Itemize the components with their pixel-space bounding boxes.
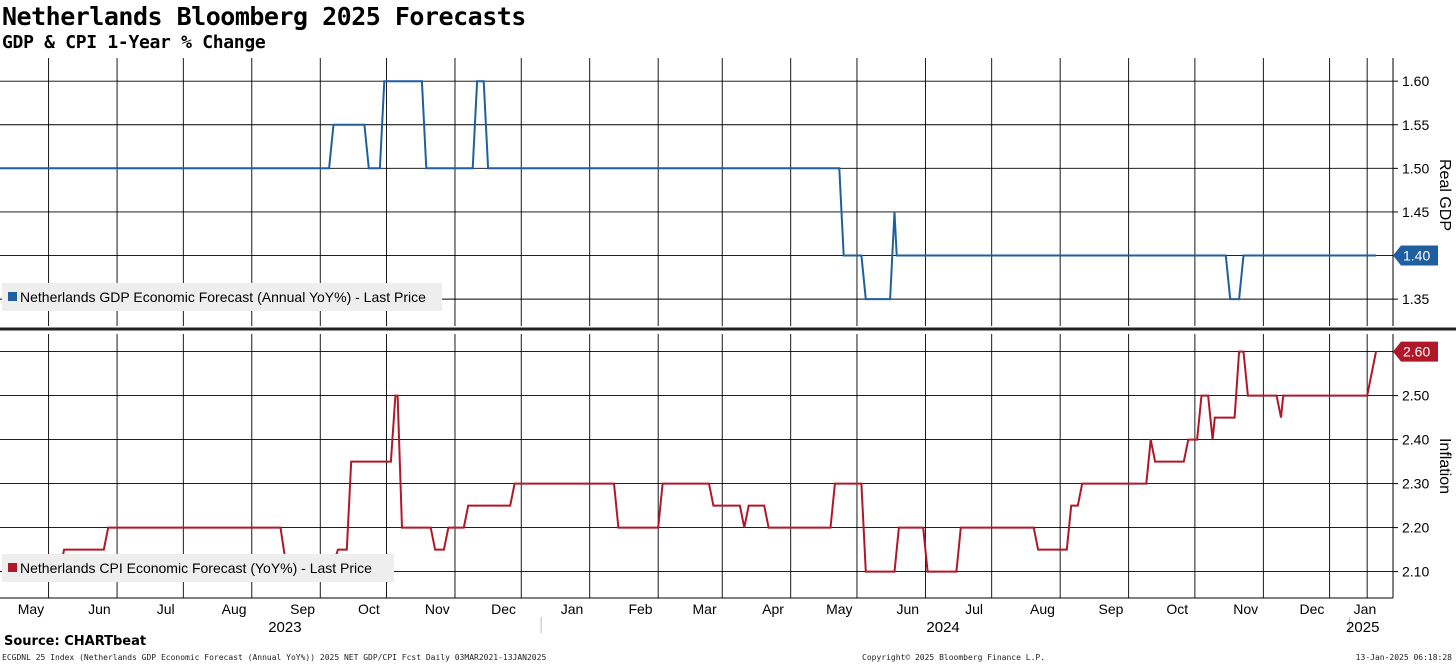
x-tick-label: Aug: [222, 601, 247, 617]
legend-box: [2, 283, 442, 311]
x-tick-label: Mar: [693, 601, 717, 617]
x-year-label: 2024: [926, 619, 959, 636]
x-tick-label: Jan: [561, 601, 584, 617]
x-tick-label: Jun: [896, 601, 919, 617]
x-tick-label: Feb: [628, 601, 652, 617]
x-tick-label: May: [18, 601, 44, 617]
y-tick-label: 2.50: [1402, 388, 1429, 404]
legend-swatch: [8, 563, 17, 572]
legend-box: [2, 554, 394, 582]
footer-copyright: Copyright© 2025 Bloomberg Finance L.P.: [862, 653, 1046, 662]
x-tick-label: Nov: [425, 601, 450, 617]
x-tick-label: Jan: [1354, 601, 1377, 617]
x-tick-label: Jul: [965, 601, 983, 617]
legend-label: Netherlands CPI Economic Forecast (YoY%)…: [20, 560, 372, 576]
y-axis-title: Real GDP: [1436, 159, 1453, 231]
chart-subtitle: GDP & CPI 1-Year % Change: [2, 32, 266, 53]
x-year-label: 2025: [1346, 619, 1379, 636]
y-axis-title: Inflation: [1436, 438, 1453, 494]
series-line: [0, 80, 1376, 301]
x-tick-label: Oct: [1166, 601, 1188, 617]
last-value-label: 1.40: [1403, 248, 1430, 264]
x-tick-label: Nov: [1233, 601, 1258, 617]
x-tick-label: Dec: [491, 601, 516, 617]
x-tick-label: Jul: [157, 601, 175, 617]
x-tick-label: Aug: [1030, 601, 1055, 617]
footer-index-info: ECGDNL 25 Index (Netherlands GDP Economi…: [2, 653, 547, 662]
y-tick-label: 1.35: [1402, 291, 1429, 307]
y-tick-label: 1.45: [1402, 204, 1429, 220]
y-tick-label: 1.60: [1402, 73, 1429, 89]
legend-label: Netherlands GDP Economic Forecast (Annua…: [20, 289, 426, 305]
y-tick-label: 2.40: [1402, 432, 1429, 448]
last-value-tag: [1393, 245, 1438, 266]
x-tick-label: Sep: [290, 601, 315, 617]
x-tick-label: Jun: [88, 601, 111, 617]
y-tick-label: 1.55: [1402, 117, 1429, 133]
y-tick-label: 2.20: [1402, 520, 1429, 536]
last-value-tag: [1393, 341, 1438, 362]
x-tick-label: Oct: [358, 601, 380, 617]
footer-timestamp: 13-Jan-2025 06:18:28: [1355, 653, 1452, 662]
y-tick-label: 1.50: [1402, 160, 1429, 176]
x-tick-label: Sep: [1098, 601, 1123, 617]
x-tick-label: May: [826, 601, 852, 617]
x-tick-label: Dec: [1299, 601, 1324, 617]
chart-title: Netherlands Bloomberg 2025 Forecasts: [2, 2, 526, 31]
legend-swatch: [8, 292, 17, 301]
y-tick-label: 2.10: [1402, 564, 1429, 580]
source-note: Source: CHARTbeat: [4, 634, 147, 649]
y-tick-label: 2.30: [1402, 476, 1429, 492]
last-value-label: 2.60: [1403, 344, 1430, 360]
series-line: [42, 350, 1377, 573]
x-year-label: 2023: [268, 619, 301, 636]
x-tick-label: Apr: [762, 601, 784, 617]
